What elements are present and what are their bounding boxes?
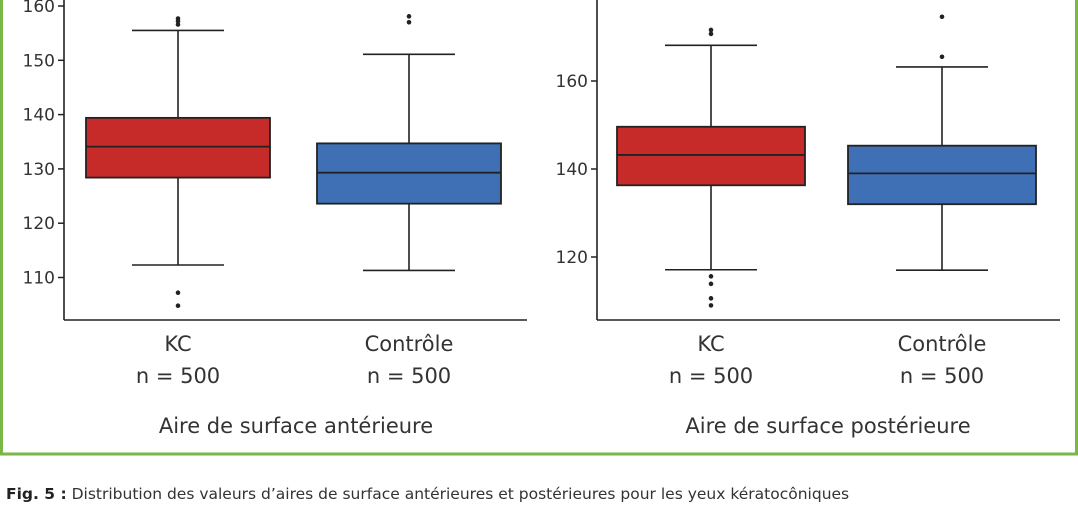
- outlier-point: [939, 54, 945, 60]
- panel-axis-title: Aire de surface antérieure: [159, 414, 433, 438]
- x-category-label: KC: [697, 332, 724, 356]
- caption-label: Fig. 5 :: [6, 485, 67, 503]
- outlier-point: [175, 16, 181, 21]
- x-n-label: n = 500: [367, 364, 451, 388]
- x-category-label: Contrôle: [365, 332, 454, 356]
- y-tick-label: 150: [23, 51, 55, 71]
- iqr-box: [847, 144, 1037, 206]
- y-tick-label: 140: [23, 106, 55, 126]
- x-n-label: n = 500: [136, 364, 220, 388]
- outlier-point: [175, 303, 181, 309]
- box-controle: [316, 14, 502, 272]
- box-kc: [616, 27, 806, 308]
- panel-posterior: 120 140 160 KC n = 500 Contrôle n = 500 Aire de…: [556, 0, 1060, 438]
- panel-axis-title: Aire de surface postérieure: [685, 414, 970, 438]
- y-tick-label: 160: [556, 72, 588, 92]
- y-tick-label: 110: [23, 269, 55, 289]
- y-tick-label: 120: [23, 214, 55, 234]
- outlier-point: [708, 281, 714, 287]
- outlier-point: [406, 14, 412, 19]
- y-tick-label: 130: [23, 160, 55, 180]
- box-controle: [847, 14, 1037, 272]
- x-n-label: n = 500: [900, 364, 984, 388]
- outlier-point: [175, 22, 181, 27]
- x-category-label: Contrôle: [898, 332, 987, 356]
- x-n-label: n = 500: [669, 364, 753, 388]
- y-tick-label: 160: [23, 0, 55, 17]
- box-kc: [85, 16, 271, 309]
- green-frame: [0, 0, 1078, 456]
- figure-caption: Fig. 5 : Distribution des valeurs d’aire…: [6, 485, 1078, 503]
- outlier-point: [708, 27, 714, 33]
- y-tick-label: 140: [556, 160, 588, 180]
- panel-anterior: 110 120 130 140 150 160 KC n = 500 Contrôle n = 5…: [23, 0, 527, 438]
- outlier-point: [708, 303, 714, 308]
- outlier-point: [708, 274, 714, 279]
- y-tick-label: 120: [556, 248, 588, 268]
- outlier-point: [939, 14, 945, 20]
- outlier-point: [406, 19, 412, 25]
- outlier-point: [708, 296, 714, 301]
- caption-text: Distribution des valeurs d’aires de surf…: [66, 485, 850, 503]
- iqr-box: [616, 125, 806, 187]
- outlier-point: [708, 31, 714, 37]
- iqr-box: [85, 116, 271, 179]
- x-category-label: KC: [164, 332, 191, 356]
- outlier-point: [175, 290, 181, 296]
